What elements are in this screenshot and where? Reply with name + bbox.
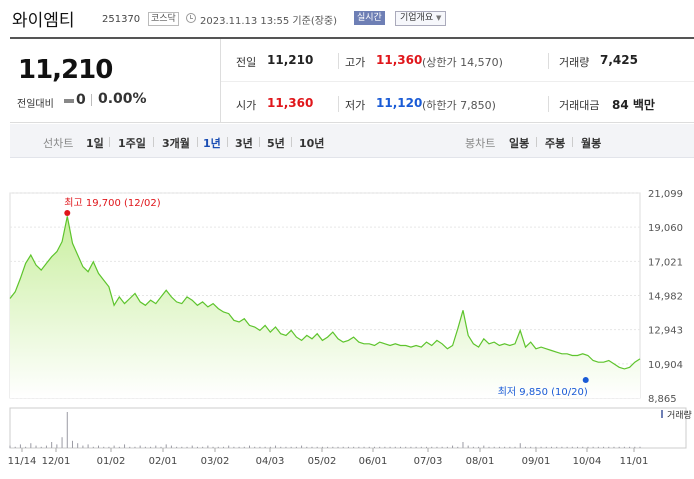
x-tick-label: 04/03 <box>256 456 285 467</box>
volume-value: 7,425 <box>600 53 638 67</box>
divider <box>153 137 154 147</box>
prev-close-value: 11,210 <box>267 53 314 67</box>
divider <box>91 94 92 106</box>
chevron-down-icon: ▼ <box>436 14 442 22</box>
realtime-button[interactable]: 실시간 <box>354 11 385 25</box>
low-label: 최저 9,850 (10/20) <box>498 386 588 398</box>
candle-chart-label: 봉차트 <box>465 137 496 150</box>
timestamp: 2023.11.13 13:55 기준(장중) <box>200 16 338 27</box>
divider <box>259 137 260 147</box>
divider <box>109 137 110 147</box>
tab-monthly[interactable]: 월봉 <box>581 137 602 150</box>
prev-close-label: 전일 <box>236 56 257 69</box>
tab-5y[interactable]: 5년 <box>267 137 285 150</box>
change-label: 전일대비 <box>17 99 54 110</box>
y-tick-label: 8,865 <box>648 394 677 405</box>
open-label: 시가 <box>236 99 257 112</box>
x-tick-label: 11/14 <box>8 456 37 467</box>
market-badge: 코스닥 <box>148 12 179 26</box>
y-tick-label: 12,943 <box>648 326 683 337</box>
divider <box>227 137 228 147</box>
divider <box>548 53 549 69</box>
tab-daily[interactable]: 일봉 <box>509 137 530 150</box>
tab-1d[interactable]: 1일 <box>86 137 104 150</box>
tab-3y[interactable]: 3년 <box>235 137 253 150</box>
divider <box>291 137 292 147</box>
divider <box>338 53 339 69</box>
low-value: 11,120 <box>376 96 423 110</box>
price-area <box>10 216 640 398</box>
high-marker <box>64 210 71 216</box>
divider <box>572 137 573 147</box>
y-tick-label: 17,021 <box>648 257 683 268</box>
quote-summary: 11,210 전일대비 0 0.00% 전일 11,210 고가 11,360 … <box>10 39 694 123</box>
flat-icon <box>64 99 74 103</box>
company-overview-label: 기업개요 <box>400 13 434 23</box>
tab-1y[interactable]: 1년 <box>203 137 221 150</box>
low-label: 저가 <box>345 99 366 112</box>
x-tick-label: 01/02 <box>97 456 126 467</box>
x-tick-label: 12/01 <box>42 456 71 467</box>
x-tick-label: 06/01 <box>359 456 388 467</box>
change-percent: 0.00% <box>98 91 147 107</box>
x-tick-label: 05/02 <box>308 456 337 467</box>
x-tick-label: 11/01 <box>620 456 649 467</box>
company-overview-dropdown[interactable]: 기업개요 ▼ <box>395 11 447 26</box>
y-tick-label: 10,904 <box>648 360 683 371</box>
tab-weekly[interactable]: 주봉 <box>545 137 566 150</box>
x-tick-label: 09/01 <box>522 456 551 467</box>
tab-1w[interactable]: 1주일 <box>118 137 146 150</box>
y-tick-label: 21,099 <box>648 189 683 200</box>
y-tick-label: 14,982 <box>648 292 683 303</box>
lower-limit: (하한가 7,850) <box>422 99 496 112</box>
y-tick-label: 19,060 <box>648 223 683 234</box>
low-marker <box>582 377 589 383</box>
x-tick-label: 03/02 <box>201 456 230 467</box>
line-chart-label: 선차트 <box>43 137 74 150</box>
volume-area <box>9 407 687 449</box>
current-price: 11,210 <box>18 55 113 85</box>
volume-legend-swatch <box>661 410 663 418</box>
high-label: 최고 19,700 (12/02) <box>64 197 160 209</box>
divider <box>220 39 221 123</box>
open-value: 11,360 <box>267 96 314 110</box>
volume-legend: 거래량 <box>667 409 692 421</box>
divider <box>548 96 549 112</box>
x-tick-label: 02/01 <box>149 456 178 467</box>
upper-limit: (상한가 14,570) <box>422 56 503 69</box>
x-tick-label: 07/03 <box>414 456 443 467</box>
divider <box>10 37 694 39</box>
high-label: 고가 <box>345 56 366 69</box>
high-value: 11,360 <box>376 53 423 67</box>
stock-name: 와이엠티 <box>12 11 75 31</box>
change-value: 0 <box>76 92 86 108</box>
x-tick-label: 08/01 <box>466 456 495 467</box>
divider <box>338 96 339 112</box>
stock-code: 251370 <box>102 14 141 25</box>
tab-3m[interactable]: 3개월 <box>162 137 190 150</box>
amount-label: 거래대금 <box>559 99 600 112</box>
tab-10y[interactable]: 10년 <box>299 137 325 150</box>
stock-header: 와이엠티 251370 코스닥 2023.11.13 13:55 기준(장중) … <box>0 0 694 38</box>
x-tick-label: 10/04 <box>573 456 602 467</box>
price-line <box>9 216 641 370</box>
divider <box>221 81 694 82</box>
chart-tab-bar: 선차트 1일 1주일 3개월 1년 3년 5년 10년 봉차트 일봉 주봉 월봉 <box>10 124 694 158</box>
amount-value: 84 백만 <box>612 98 655 112</box>
volume-label: 거래량 <box>559 56 590 69</box>
clock-icon <box>186 13 196 23</box>
divider <box>536 137 537 147</box>
divider <box>197 137 198 147</box>
